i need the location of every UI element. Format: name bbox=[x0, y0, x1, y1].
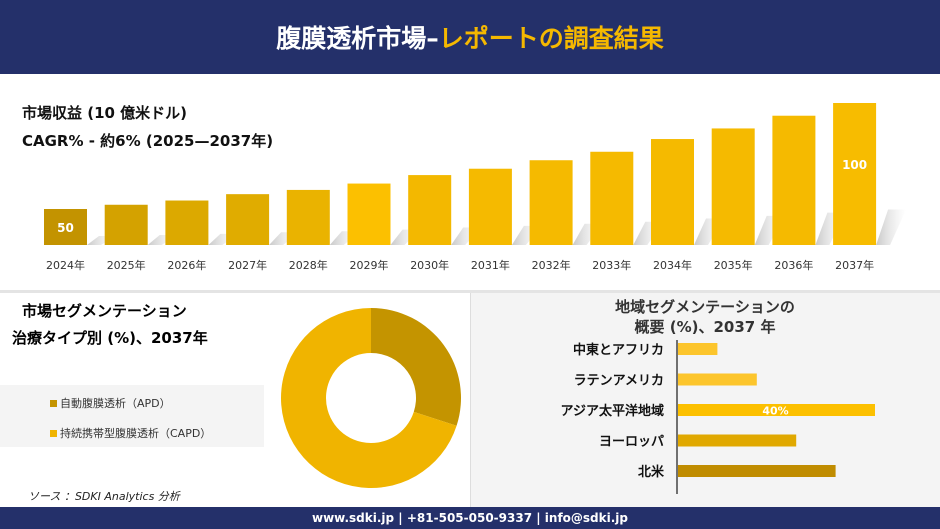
legend-item-capd: 持続携帯型腹膜透析（CAPD） bbox=[50, 425, 211, 441]
revenue-bar bbox=[408, 175, 452, 245]
year-label: 2029年 bbox=[350, 258, 389, 272]
revenue-bar bbox=[286, 189, 330, 245]
year-label: 2037年 bbox=[835, 258, 874, 272]
legend-label: 持続携帯型腹膜透析（CAPD） bbox=[60, 427, 212, 440]
region-bar bbox=[678, 465, 836, 477]
year-label: 2035年 bbox=[714, 258, 753, 272]
revenue-bar bbox=[44, 209, 87, 245]
revenue-bar bbox=[590, 151, 634, 245]
revenue-bar bbox=[711, 128, 755, 245]
bar-value-label: 50 bbox=[57, 221, 74, 235]
region-label: ヨーロッパ bbox=[599, 435, 664, 450]
year-label: 2024年 bbox=[46, 258, 85, 272]
revenue-title: 市場収益 (10 億米ドル) bbox=[22, 104, 188, 122]
bar-shadow bbox=[876, 209, 907, 245]
year-label: 2036年 bbox=[774, 258, 813, 272]
region-subtitle: 概要 (%)、2037 年 bbox=[634, 318, 776, 336]
year-label: 2034年 bbox=[653, 258, 692, 272]
region-bar bbox=[678, 343, 718, 355]
year-label: 2030年 bbox=[410, 258, 449, 272]
revenue-bar bbox=[226, 194, 270, 245]
region-bar bbox=[678, 434, 797, 447]
donut-slice bbox=[281, 308, 457, 488]
donut-slice bbox=[371, 308, 461, 426]
title-main: 腹膜透析市場– bbox=[276, 24, 439, 53]
region-label: 中東とアフリカ bbox=[573, 342, 664, 358]
year-label: 2026年 bbox=[167, 258, 206, 272]
year-label: 2027年 bbox=[228, 258, 267, 272]
revenue-bar bbox=[165, 200, 209, 245]
bar-value-label: 100 bbox=[842, 158, 867, 172]
legend-swatch bbox=[50, 399, 57, 407]
revenue-bar bbox=[104, 204, 148, 245]
year-label: 2032年 bbox=[532, 258, 571, 272]
region-label: ラテンアメリカ bbox=[574, 374, 664, 389]
page-header: 腹膜透析市場– レポートの調査結果 bbox=[0, 0, 940, 74]
revenue-bar bbox=[651, 139, 694, 245]
source-note: ソース ：SDKI Analytics 分析 bbox=[28, 490, 180, 503]
legend-label: 自動腹膜透析（APD） bbox=[60, 397, 171, 410]
region-value-label: 40% bbox=[762, 405, 788, 418]
legend-item-apd: 自動腹膜透析（APD） bbox=[50, 395, 171, 411]
footer-contact: www.sdki.jp | +81-505-050-9337 | info@sd… bbox=[0, 507, 940, 529]
year-label: 2025年 bbox=[107, 258, 146, 272]
year-label: 2031年 bbox=[471, 258, 510, 272]
cagr-text: CAGR% - 約6% (2025—2037年) bbox=[22, 132, 274, 150]
segment-title: 市場セグメンテーション bbox=[22, 302, 187, 320]
donut-legend: 自動腹膜透析（APD） 持続携帯型腹膜透析（CAPD） bbox=[0, 385, 264, 447]
divider bbox=[0, 290, 940, 293]
segment-subtitle: 治療タイプ別 (%)、2037年 bbox=[12, 329, 208, 347]
revenue-bar bbox=[772, 115, 816, 245]
revenue-bar bbox=[529, 160, 573, 245]
region-bar bbox=[678, 373, 757, 386]
region-title: 地域セグメンテーションの bbox=[615, 298, 795, 316]
region-label: アジア太平洋地域 bbox=[561, 403, 664, 419]
year-label: 2028年 bbox=[289, 258, 328, 272]
year-label: 2033年 bbox=[592, 258, 631, 272]
revenue-bar bbox=[347, 183, 391, 245]
revenue-bar bbox=[468, 168, 512, 245]
legend-swatch bbox=[50, 429, 57, 437]
revenue-bar bbox=[833, 103, 877, 245]
region-label: 北米 bbox=[638, 464, 665, 480]
region-bar bbox=[678, 404, 875, 416]
title-accent: レポートの調査結果 bbox=[438, 24, 664, 53]
